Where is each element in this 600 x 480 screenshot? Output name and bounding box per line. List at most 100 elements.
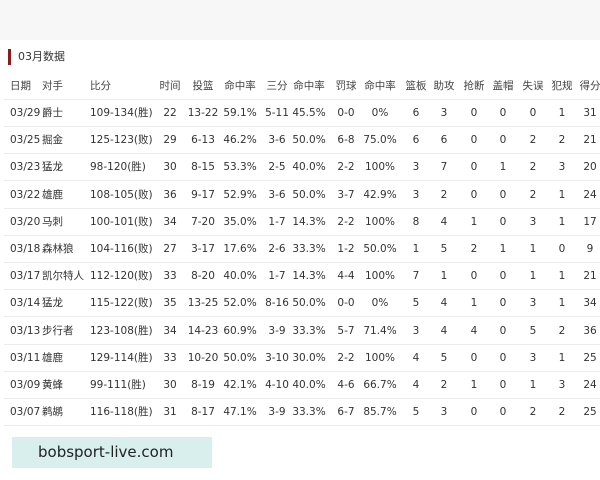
table-cell: 3 <box>440 107 448 119</box>
table-cell: 1 <box>440 270 448 283</box>
table-cell: 0 <box>499 270 507 283</box>
table-cell: 100% <box>364 161 396 174</box>
table-cell: 1 <box>558 270 566 283</box>
table-cell: 45.5% <box>292 107 326 119</box>
row-separator <box>4 235 600 236</box>
table-cell: 7-20 <box>191 215 215 228</box>
table-cell: 猛龙 <box>42 297 63 310</box>
table-cell: 100% <box>364 351 396 364</box>
table-cell: 1-2 <box>337 243 355 255</box>
table-cell: 13-25 <box>187 297 219 310</box>
table-cell: 1 <box>499 161 507 174</box>
table-cell: 36 <box>583 324 597 337</box>
table-cell: 0 <box>470 351 478 364</box>
row-separator <box>4 289 600 290</box>
table-cell: 46.2% <box>223 134 257 147</box>
table-cell: 35 <box>163 297 177 310</box>
table-cell: 03/18 <box>10 243 41 255</box>
table-cell: 0 <box>499 297 507 310</box>
header-cell: 对手 <box>42 80 63 92</box>
table-cell: 雄鹿 <box>42 188 63 201</box>
table-cell: 3-7 <box>337 188 355 201</box>
table-cell: 4-6 <box>337 379 355 391</box>
row-separator <box>4 398 600 399</box>
table-cell: 25 <box>583 351 597 364</box>
row-separator <box>4 316 600 317</box>
table-cell: 17.6% <box>223 243 257 255</box>
table-cell: 8-17 <box>191 406 215 419</box>
watermark: bobsport-live.com <box>12 437 212 468</box>
table-cell: 14-23 <box>187 324 219 337</box>
table-cell: 0% <box>371 107 389 119</box>
table-cell: 85.7% <box>363 406 397 419</box>
table-cell: 6-13 <box>191 134 215 147</box>
table-cell: 0 <box>470 134 478 147</box>
table-cell: 5-7 <box>337 324 355 337</box>
table-cell: 0 <box>470 107 478 119</box>
table-cell: 1-7 <box>268 215 286 228</box>
table-cell: 掘金 <box>42 134 63 147</box>
table-cell: 30 <box>163 161 177 174</box>
table-cell: 4 <box>412 379 420 391</box>
table-cell: 100% <box>364 215 396 228</box>
table-cell: 99-111(胜) <box>90 379 146 391</box>
table-cell: 3 <box>558 379 566 391</box>
header-cell: 命中率 <box>293 80 325 92</box>
table-cell: 猛龙 <box>42 161 63 174</box>
table-cell: 0 <box>499 134 507 147</box>
table-cell: 2 <box>558 324 566 337</box>
table-cell: 20 <box>583 161 597 174</box>
table-cell: 35.0% <box>223 215 257 228</box>
table-cell: 03/20 <box>10 215 41 228</box>
table-cell: 0 <box>499 324 507 337</box>
header-cell: 盖帽 <box>492 80 514 92</box>
table-cell: 3 <box>529 351 537 364</box>
header-cell: 命中率 <box>224 80 256 92</box>
table-cell: 3-6 <box>268 134 286 147</box>
table-cell: 4 <box>470 324 478 337</box>
table-cell: 7 <box>412 270 420 283</box>
table-cell: 8-19 <box>191 379 215 391</box>
table-cell: 1 <box>470 297 478 310</box>
table-cell: 6-8 <box>337 134 355 147</box>
table-cell: 30 <box>163 379 177 391</box>
table-cell: 2-2 <box>337 351 355 364</box>
table-cell: 3 <box>440 406 448 419</box>
table-cell: 1 <box>529 379 537 391</box>
row-separator <box>4 425 600 426</box>
table-cell: 33 <box>163 270 177 283</box>
table-cell: 21 <box>583 270 597 283</box>
table-cell: 6 <box>412 107 420 119</box>
table-cell: 3-6 <box>268 188 286 201</box>
table-cell: 1 <box>470 215 478 228</box>
table-cell: 1 <box>558 215 566 228</box>
table-cell: 森林狼 <box>42 243 74 255</box>
table-cell: 4 <box>440 324 448 337</box>
table-cell: 50.0% <box>363 243 397 255</box>
table-cell: 0% <box>371 297 389 310</box>
header-cell: 命中率 <box>364 80 396 92</box>
table-cell: 黄蜂 <box>42 379 63 391</box>
row-separator <box>4 180 600 181</box>
table-cell: 100% <box>364 270 396 283</box>
table-cell: 30.0% <box>292 351 326 364</box>
table-cell: 2 <box>558 134 566 147</box>
header-cell: 助攻 <box>433 80 455 92</box>
table-cell: 33.3% <box>292 406 326 419</box>
table-cell: 123-108(胜) <box>90 324 153 337</box>
table-cell: 6 <box>440 134 448 147</box>
table-cell: 03/09 <box>10 379 41 391</box>
table-cell: 1 <box>558 351 566 364</box>
table-cell: 1 <box>529 243 537 255</box>
table-cell: 爵士 <box>42 107 63 119</box>
table-cell: 3 <box>558 161 566 174</box>
table-cell: 22 <box>163 107 177 119</box>
header-cell: 得分 <box>579 80 600 92</box>
table-cell: 0 <box>499 188 507 201</box>
table-cell: 2 <box>470 243 478 255</box>
table-cell: 34 <box>163 324 177 337</box>
row-separator <box>4 99 600 100</box>
header-cell: 时间 <box>159 80 181 92</box>
table-cell: 31 <box>163 406 177 419</box>
table-cell: 50.0% <box>292 297 326 310</box>
